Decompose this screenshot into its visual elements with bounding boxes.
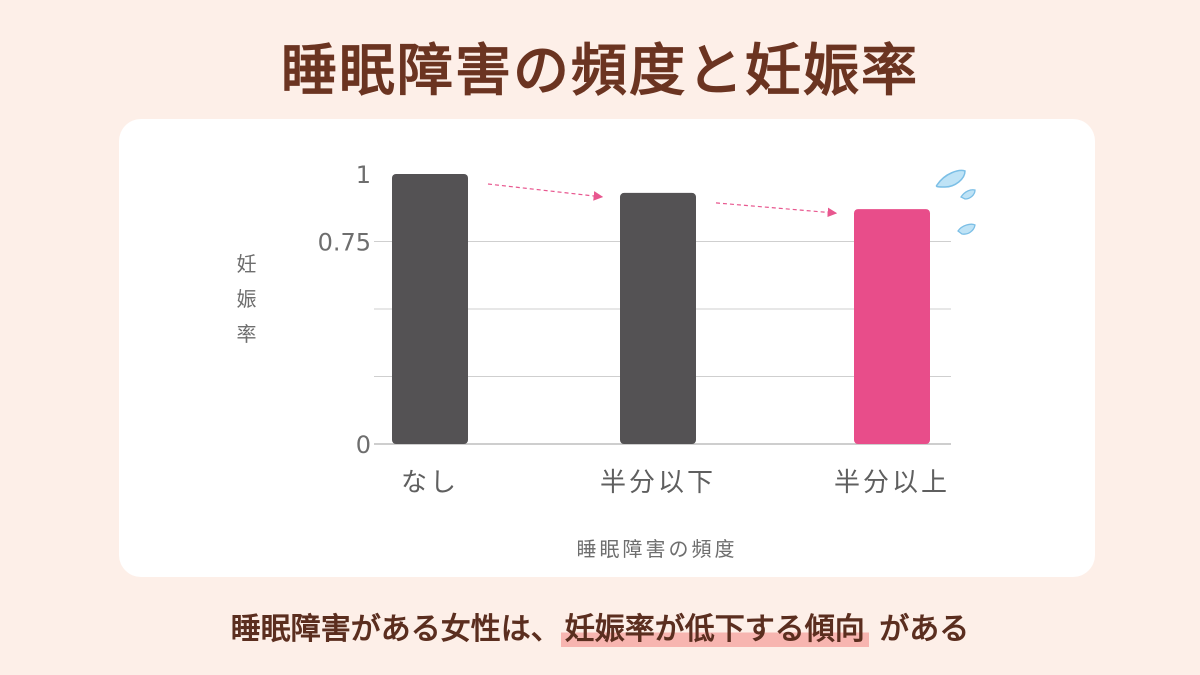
- x-tick-label: 半分以上: [834, 468, 950, 498]
- footer-text-after: がある: [879, 612, 970, 647]
- trend-arrow: [715, 202, 838, 218]
- footer-highlight: 妊娠率が低下する傾向: [560, 612, 869, 647]
- footer-text-before: 睡眠障害がある女性は、: [230, 612, 561, 647]
- bar-1: [392, 174, 468, 444]
- bar-2: [620, 192, 696, 444]
- trend-arrow: [487, 183, 604, 201]
- sweat-drops-icon: [935, 169, 976, 235]
- x-tick-label: なし: [401, 468, 459, 498]
- y-tick-label: 0.75: [318, 229, 371, 257]
- x-tick-label: 半分以下: [600, 468, 716, 498]
- bar-3: [854, 209, 930, 444]
- footer-message: 睡眠障害がある女性は、 妊娠率が低下する傾向 がある: [0, 604, 1200, 648]
- y-tick-label: 1: [356, 161, 371, 189]
- y-tick-label: 0: [356, 431, 371, 459]
- chart-card: 0 0.75 1 なし 半分以下 半分以上 妊娠率 睡眠障害の頻度: [119, 119, 1095, 577]
- bar-chart: 0 0.75 1 なし 半分以下 半分以上 妊娠率 睡眠障害の頻度: [237, 161, 976, 561]
- page-title: 睡眠障害の頻度と妊娠率: [281, 39, 919, 104]
- y-axis-title: 妊娠率: [237, 252, 260, 346]
- x-axis-title: 睡眠障害の頻度: [577, 537, 738, 561]
